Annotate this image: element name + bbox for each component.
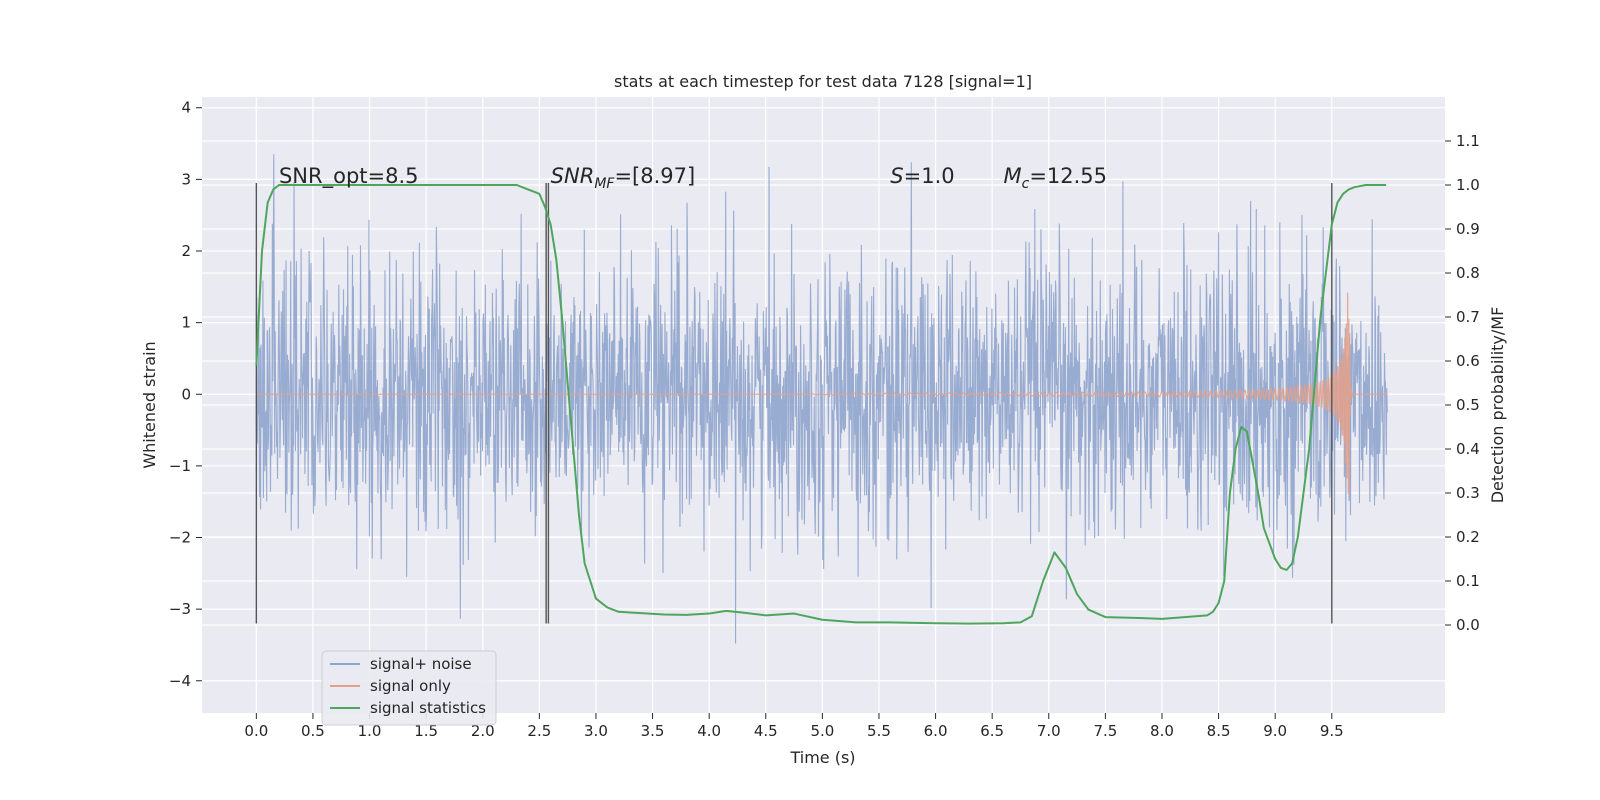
vertical-markers (255, 182, 1333, 624)
x-tick-label: 6.0 (924, 722, 948, 740)
y-right-axis-ticks: 0.0 0.1 0.2 0.3 0.4 0.5 0.6 0.7 0.8 0.9 1.0 1.1 (1445, 132, 1480, 634)
y-tick-label: −4 (169, 672, 191, 690)
legend-label-signal-noise: signal+ noise (370, 655, 472, 673)
x-tick-label: 5.0 (810, 722, 834, 740)
y-tick-label: 3 (181, 170, 191, 188)
y-right-tick-label: 0.5 (1456, 396, 1480, 414)
x-tick-label: 4.5 (754, 722, 778, 740)
y-right-tick-label: 0.7 (1456, 308, 1480, 326)
noise-line (255, 154, 1388, 644)
series-signal-statistics (255, 184, 1387, 625)
x-axis-label: Time (s) (789, 748, 855, 767)
y-axis-ticks: −4 −3 −2 −1 0 1 2 3 4 (169, 99, 202, 690)
x-tick-label: 0.5 (301, 722, 325, 740)
x-tick-label: 9.0 (1263, 722, 1287, 740)
x-tick-label: 7.0 (1037, 722, 1061, 740)
y-right-axis-label: Detection probability/MF (1488, 307, 1507, 504)
series-signal-noise (255, 154, 1388, 644)
chart-title: stats at each timestep for test data 712… (614, 72, 1032, 91)
x-tick-label: 4.0 (697, 722, 721, 740)
x-tick-label: 1.5 (414, 722, 438, 740)
series-signal-only (256, 292, 1388, 494)
x-tick-label: 3.0 (584, 722, 608, 740)
y-right-tick-label: 0.6 (1456, 352, 1480, 370)
y-right-tick-label: 0.3 (1456, 484, 1480, 502)
x-tick-label: 6.5 (980, 722, 1004, 740)
x-tick-label: 0.0 (244, 722, 268, 740)
x-tick-label: 5.5 (867, 722, 891, 740)
x-tick-label: 3.5 (641, 722, 665, 740)
x-axis-ticks: 0.0 0.5 1.0 1.5 2.0 2.5 3.0 3.5 4.0 4.5 5.0 5.5 6.0 6… (244, 713, 1344, 740)
signal-only-line (256, 292, 1388, 494)
annotation: SNR_opt=8.5 (279, 164, 419, 189)
y-right-tick-label: 0.1 (1456, 572, 1480, 590)
legend-label-signal-only: signal only (370, 677, 451, 695)
legend-box (321, 650, 497, 726)
annotations: SNR_opt=8.5 SNRMF=[8.97] S=1.0 Mc=12.55 (279, 164, 1107, 192)
y-right-tick-label: 0.2 (1456, 528, 1480, 546)
legend-label-signal-statistics: signal statistics (370, 699, 486, 717)
y-right-tick-label: 0.8 (1456, 264, 1480, 282)
x-tick-label: 8.0 (1150, 722, 1174, 740)
y-right-tick-label: 0.4 (1456, 440, 1480, 458)
x-tick-label: 2.0 (471, 722, 495, 740)
y-tick-label: −3 (169, 600, 191, 618)
annotation: SNRMF=[8.97] (551, 164, 696, 192)
y-right-tick-label: 1.1 (1456, 132, 1480, 150)
y-axis-label: Whitened strain (140, 341, 159, 468)
y-tick-label: −2 (169, 529, 191, 547)
annotation: Mc=12.55 (1003, 164, 1107, 192)
y-tick-label: 1 (181, 314, 191, 332)
x-tick-label: 1.0 (358, 722, 382, 740)
annotation: S=1.0 (890, 164, 954, 188)
y-tick-label: 2 (181, 242, 191, 260)
x-tick-label: 2.5 (527, 722, 551, 740)
y-tick-label: 0 (181, 385, 191, 403)
y-tick-label: 4 (181, 99, 191, 117)
y-right-tick-label: 1.0 (1456, 176, 1480, 194)
y-right-tick-label: 0.0 (1456, 616, 1480, 634)
x-tick-label: 8.5 (1207, 722, 1231, 740)
legend: signal+ noise signal only signal statist… (321, 650, 497, 726)
y-tick-label: −1 (169, 457, 191, 475)
statistics-line (255, 184, 1387, 625)
x-tick-label: 9.5 (1320, 722, 1344, 740)
y-right-tick-label: 0.9 (1456, 220, 1480, 238)
x-tick-label: 7.5 (1093, 722, 1117, 740)
